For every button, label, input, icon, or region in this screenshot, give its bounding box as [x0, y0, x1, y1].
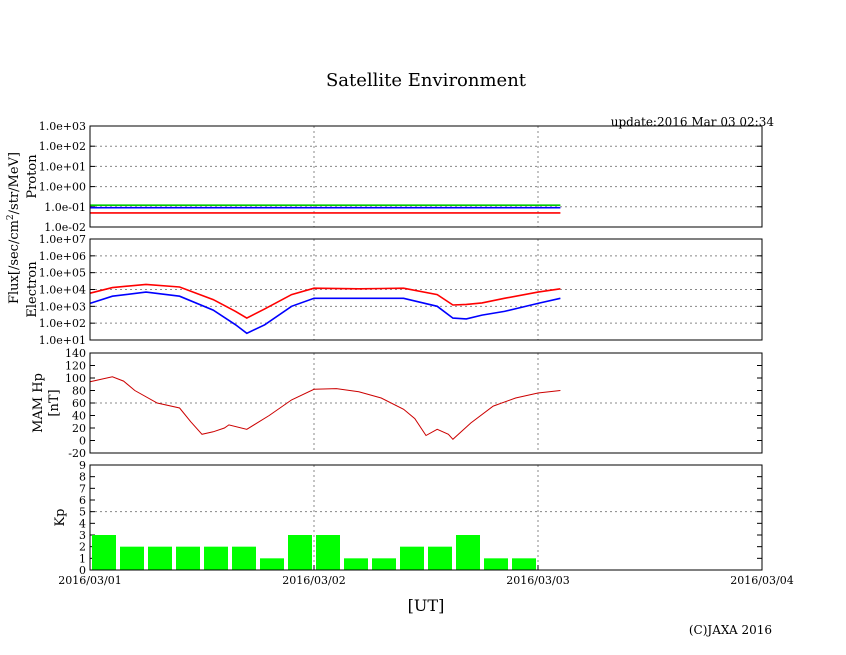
- y-tick-label: 1.0e-02: [44, 221, 86, 234]
- y-tick-label: 1.0e+06: [39, 250, 86, 263]
- kp-bar: [148, 546, 172, 570]
- copyright-label: (C)JAXA 2016: [689, 623, 772, 637]
- panel-ylabel: MAM Hp: [31, 373, 46, 433]
- y-tick-label: 1: [79, 552, 86, 565]
- y-tick-label: 1.0e+00: [39, 181, 86, 194]
- panel-frame: [89, 352, 763, 454]
- y-tick-label: 1.0e+02: [39, 140, 86, 153]
- kp-bar: [428, 546, 452, 570]
- panel-frame: [89, 238, 763, 341]
- kp-bar: [260, 558, 284, 570]
- panels-group: 1.0e-021.0e-011.0e+001.0e+011.0e+021.0e+…: [25, 120, 763, 577]
- panel-ylabel: Electron: [25, 261, 40, 318]
- kp-bar: [316, 535, 340, 570]
- y-tick-label: 1.0e+01: [39, 160, 86, 173]
- y-tick-label: 120: [65, 360, 86, 373]
- series-line-electron-1: [89, 291, 561, 335]
- x-tick-label: 2016/03/02: [282, 574, 345, 587]
- kp-bar: [512, 558, 536, 570]
- panel-frame: [89, 125, 763, 228]
- y-tick-label: 1.0e+05: [39, 267, 86, 280]
- kp-bar: [456, 535, 480, 570]
- kp-bar: [372, 558, 396, 570]
- panel-frame: [89, 464, 763, 571]
- kp-bar: [484, 558, 508, 570]
- x-tick-label: 2016/03/04: [730, 574, 793, 587]
- panel-ylabel: Proton: [25, 154, 40, 199]
- y-tick-label: 0: [79, 564, 86, 577]
- panel-electron: 1.0e+01 1.0e+02 1.0e+03 1.0e+04 1.0e+05 1.0e+…: [25, 233, 763, 347]
- y-tick-label: 2: [79, 541, 86, 554]
- kp-bar: [204, 546, 228, 570]
- x-tick-label: 2016/03/03: [506, 574, 569, 587]
- y-tick-label: 9: [79, 459, 86, 472]
- y-tick-label: 1.0e+03: [39, 300, 86, 313]
- panel-proton: 1.0e-02 1.0e-01 1.0e+00 1.0e+01 1.0e+02 1.0e+…: [25, 120, 763, 234]
- series-line-electron-0: [89, 283, 561, 320]
- series-line-mam-0: [89, 376, 561, 441]
- y-tick-label: 80: [72, 385, 86, 398]
- y-tick-label: 4: [79, 517, 86, 530]
- y-tick-label: 1.0e+02: [39, 317, 86, 330]
- kp-bar: [92, 535, 116, 570]
- y-tick-label: 5: [79, 506, 86, 519]
- kp-bar: [120, 546, 144, 570]
- kp-bar: [344, 558, 368, 570]
- y-tick-label: 1.0e+01: [39, 334, 86, 347]
- y-tick-label: 1.0e+07: [39, 233, 86, 246]
- x-axis: 2016/03/01 2016/03/02 2016/03/03 2016/03/04: [58, 565, 794, 587]
- panel-ylabel-unit: [nT]: [47, 389, 62, 416]
- y-tick-label: 3: [79, 529, 86, 542]
- chart-title: Satellite Environment: [326, 70, 527, 91]
- y-tick-label: 8: [79, 471, 86, 484]
- y-tick-label: 1.0e-01: [44, 201, 86, 214]
- kp-bar: [232, 546, 256, 570]
- y-tick-label: 140: [65, 347, 86, 360]
- y-tick-label: 20: [72, 422, 86, 435]
- kp-bar: [288, 535, 312, 570]
- x-tick-label: 2016/03/01: [58, 574, 121, 587]
- update-timestamp: update:2016 Mar 03 02:34: [611, 115, 775, 129]
- y-tick-label: 0: [79, 435, 86, 448]
- y-tick-label: 1.0e+03: [39, 120, 86, 133]
- y-tick-label: 1.0e+04: [39, 284, 86, 297]
- y-tick-label: -20: [68, 447, 86, 460]
- y-tick-label: 60: [72, 397, 86, 410]
- y-tick-label: 40: [72, 410, 86, 423]
- panel-ylabel: Kp: [53, 508, 68, 526]
- kp-bar: [176, 546, 200, 570]
- y-tick-label: 6: [79, 494, 86, 507]
- y-tick-label: 100: [65, 372, 86, 385]
- y-tick-label: 7: [79, 482, 86, 495]
- kp-bar: [400, 546, 424, 570]
- flux-unit-label: Flux[/sec/cm2/str/MeV]: [6, 152, 22, 304]
- x-axis-title: [UT]: [408, 596, 445, 615]
